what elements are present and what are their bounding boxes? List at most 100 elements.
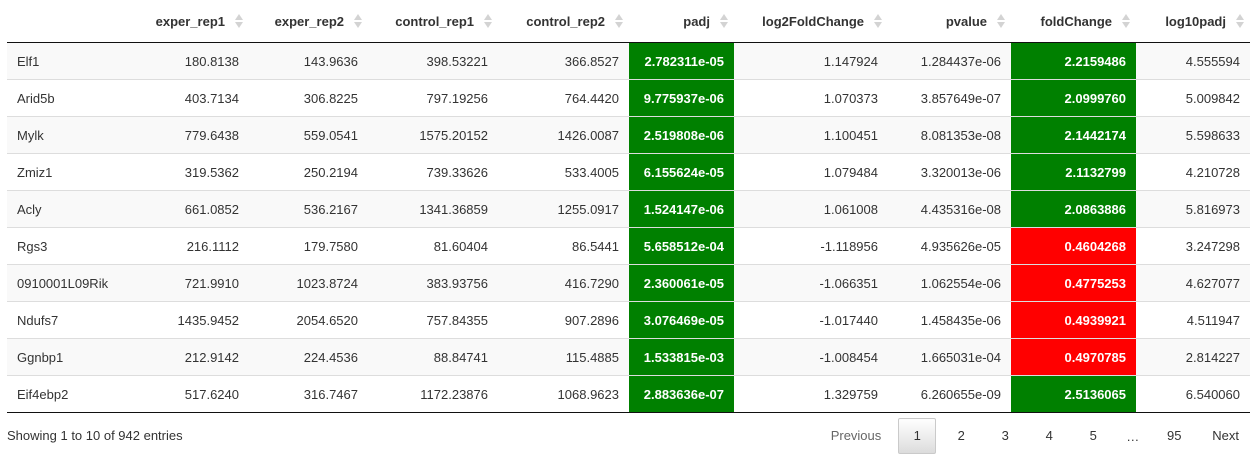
- column-header-rownames[interactable]: [7, 0, 130, 43]
- table-row: Elf1 180.8138 143.9636 398.53221 366.8527 2.7…: [7, 42, 1250, 80]
- sort-icon: [720, 13, 728, 29]
- cell-gene: Arid5b: [7, 79, 130, 117]
- column-header-label: log10padj: [1165, 13, 1226, 29]
- table-row: Eif4ebp2 517.6240 316.7467 1172.23876 1068.9…: [7, 375, 1250, 413]
- cell-control_rep1: 1172.23876: [368, 375, 498, 413]
- column-header-exper-rep1[interactable]: exper_rep1: [130, 0, 249, 43]
- page-button-2[interactable]: 2: [957, 428, 965, 443]
- column-header-foldchange[interactable]: foldChange: [1011, 0, 1136, 43]
- cell-exper_rep1: 403.7134: [130, 79, 249, 117]
- cell-gene: Zmiz1: [7, 153, 130, 191]
- cell-exper_rep2: 250.2194: [249, 153, 368, 191]
- sort-icon: [615, 13, 623, 29]
- sort-icon: [484, 13, 492, 29]
- cell-padj: 1.533815e-03: [629, 338, 734, 376]
- cell-padj: 5.658512e-04: [629, 227, 734, 265]
- cell-exper_rep1: 1435.9452: [130, 301, 249, 339]
- cell-exper_rep1: 517.6240: [130, 375, 249, 413]
- cell-log10padj: 5.009842: [1136, 79, 1250, 117]
- cell-padj: 2.782311e-05: [629, 42, 734, 80]
- page-button-95[interactable]: 95: [1167, 428, 1182, 443]
- previous-page-button[interactable]: Previous: [830, 428, 882, 443]
- next-page-button[interactable]: Next: [1212, 428, 1239, 443]
- cell-exper_rep2: 536.2167: [249, 190, 368, 228]
- page-button-1[interactable]: 1: [898, 418, 937, 454]
- sort-icon: [1122, 13, 1130, 29]
- cell-log2foldchange: -1.008454: [734, 338, 888, 376]
- table-info: Showing 1 to 10 of 942 entries: [7, 428, 183, 443]
- cell-pvalue: 1.665031e-04: [888, 338, 1011, 376]
- cell-gene: Ndufs7: [7, 301, 130, 339]
- cell-log2foldchange: 1.329759: [734, 375, 888, 413]
- cell-exper_rep2: 316.7467: [249, 375, 368, 413]
- cell-log10padj: 4.555594: [1136, 42, 1250, 80]
- cell-log2foldchange: 1.100451: [734, 116, 888, 154]
- cell-padj: 6.155624e-05: [629, 153, 734, 191]
- cell-log2foldchange: -1.066351: [734, 264, 888, 302]
- page-button-5[interactable]: 5: [1089, 428, 1097, 443]
- column-header-control-rep2[interactable]: control_rep2: [498, 0, 629, 43]
- cell-pvalue: 1.062554e-06: [888, 264, 1011, 302]
- cell-exper_rep1: 319.5362: [130, 153, 249, 191]
- cell-exper_rep2: 224.4536: [249, 338, 368, 376]
- cell-pvalue: 4.435316e-08: [888, 190, 1011, 228]
- column-header-pvalue[interactable]: pvalue: [888, 0, 1011, 43]
- cell-log2foldchange: 1.070373: [734, 79, 888, 117]
- cell-exper_rep1: 721.9910: [130, 264, 249, 302]
- cell-control_rep2: 1426.0087: [498, 116, 629, 154]
- cell-pvalue: 8.081353e-08: [888, 116, 1011, 154]
- cell-gene: Rgs3: [7, 227, 130, 265]
- column-header-control-rep1[interactable]: control_rep1: [368, 0, 498, 43]
- cell-log10padj: 6.540060: [1136, 375, 1250, 413]
- cell-log10padj: 4.627077: [1136, 264, 1250, 302]
- column-header-label: padj: [683, 13, 710, 29]
- column-header-label: pvalue: [945, 13, 987, 29]
- page-button-4[interactable]: 4: [1045, 428, 1053, 443]
- cell-padj: 2.883636e-07: [629, 375, 734, 413]
- cell-log10padj: 4.511947: [1136, 301, 1250, 339]
- cell-foldchange: 0.4604268: [1011, 227, 1136, 265]
- cell-padj: 2.519808e-06: [629, 116, 734, 154]
- cell-log2foldchange: -1.118956: [734, 227, 888, 265]
- cell-gene: Eif4ebp2: [7, 375, 130, 413]
- column-header-log2foldchange[interactable]: log2FoldChange: [734, 0, 888, 43]
- cell-pvalue: 3.857649e-07: [888, 79, 1011, 117]
- cell-foldchange: 0.4939921: [1011, 301, 1136, 339]
- cell-padj: 3.076469e-05: [629, 301, 734, 339]
- column-header-padj[interactable]: padj: [629, 0, 734, 43]
- cell-control_rep1: 81.60404: [368, 227, 498, 265]
- cell-gene: 0910001L09Rik: [7, 264, 130, 302]
- cell-pvalue: 1.458435e-06: [888, 301, 1011, 339]
- column-header-exper-rep2[interactable]: exper_rep2: [249, 0, 368, 43]
- cell-exper_rep2: 143.9636: [249, 42, 368, 80]
- column-header-label: log2FoldChange: [762, 13, 864, 29]
- pagination: Previous 1 2 3 4 5 … 95 Next: [820, 418, 1250, 454]
- table-row: Zmiz1 319.5362 250.2194 739.33626 533.4005 6.…: [7, 153, 1250, 191]
- cell-gene: Elf1: [7, 42, 130, 80]
- cell-exper_rep2: 2054.6520: [249, 301, 368, 339]
- cell-control_rep2: 533.4005: [498, 153, 629, 191]
- column-header-label: exper_rep2: [274, 13, 344, 29]
- column-header-log10padj[interactable]: log10padj: [1136, 0, 1250, 43]
- cell-log10padj: 5.598633: [1136, 116, 1250, 154]
- page-button-3[interactable]: 3: [1001, 428, 1009, 443]
- cell-log10padj: 3.247298: [1136, 227, 1250, 265]
- cell-log2foldchange: 1.061008: [734, 190, 888, 228]
- cell-log2foldchange: 1.147924: [734, 42, 888, 80]
- table-row: 0910001L09Rik 721.9910 1023.8724 383.93756 4…: [7, 264, 1250, 302]
- column-header-label: control_rep2: [526, 13, 605, 29]
- cell-control_rep1: 797.19256: [368, 79, 498, 117]
- cell-foldchange: 2.1132799: [1011, 153, 1136, 191]
- table-row: Rgs3 216.1112 179.7580 81.60404 86.5441 5.658…: [7, 227, 1250, 265]
- cell-pvalue: 6.260655e-09: [888, 375, 1011, 413]
- header-row: exper_rep1 exper_rep2 control_rep1 contr…: [7, 0, 1250, 43]
- cell-control_rep1: 1341.36859: [368, 190, 498, 228]
- cell-foldchange: 2.0999760: [1011, 79, 1136, 117]
- cell-exper_rep1: 180.8138: [130, 42, 249, 80]
- sort-icon: [235, 13, 243, 29]
- table-row: Arid5b 403.7134 306.8225 797.19256 764.4420 9…: [7, 79, 1250, 117]
- cell-padj: 1.524147e-06: [629, 190, 734, 228]
- cell-padj: 9.775937e-06: [629, 79, 734, 117]
- cell-control_rep2: 764.4420: [498, 79, 629, 117]
